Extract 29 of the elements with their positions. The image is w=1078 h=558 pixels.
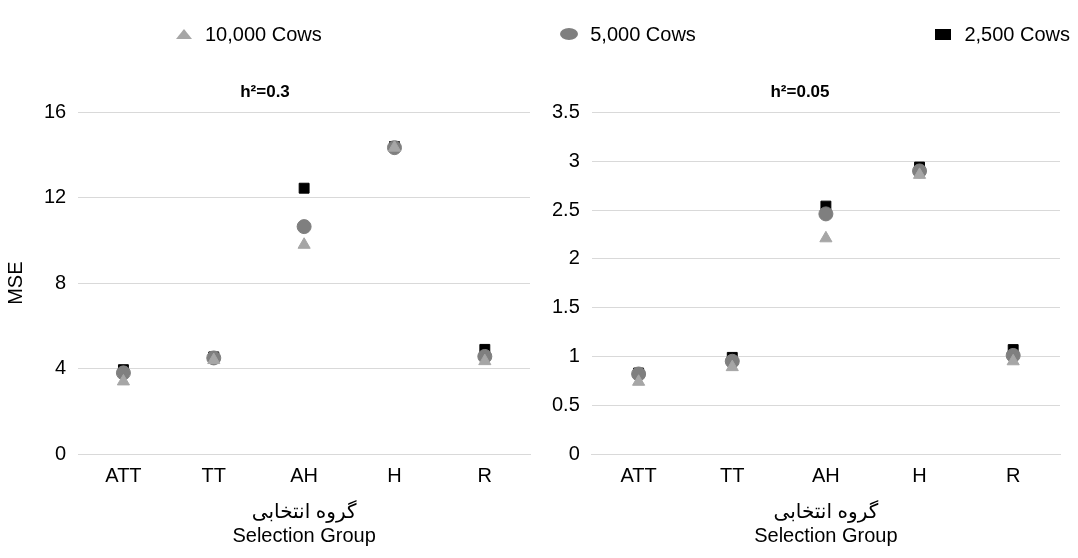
y-tick-label: 3: [568, 148, 580, 171]
x-tick-label: R: [477, 463, 493, 486]
y-tick-label: 0: [568, 441, 580, 464]
y-tick-label: 2: [568, 246, 580, 269]
x-tick-label: H: [912, 463, 927, 486]
x-tick-label: AH: [290, 463, 319, 486]
x-tick-label: R: [1005, 463, 1021, 486]
y-tick-label: 16: [44, 99, 67, 122]
x-tick-label: AH: [812, 463, 840, 486]
y-tick-label: 4: [55, 356, 67, 379]
y-tick-label: 1.5: [551, 295, 580, 318]
x-tick-label: TT: [720, 463, 745, 486]
y-tick-label: 12: [44, 185, 67, 208]
legend-label: 2,500 Cows: [964, 22, 1070, 46]
x-tick-label: ATT: [105, 463, 142, 486]
x-tick-label: H: [387, 463, 402, 486]
y-axis-title: MSE: [3, 261, 26, 305]
legend-label: 10,000 Cows: [205, 22, 322, 46]
y-tick-label: 1: [568, 343, 580, 366]
chart-title: h²=0.3: [240, 81, 290, 101]
y-tick-label: 0: [55, 441, 67, 464]
y-tick-label: 3.5: [551, 99, 580, 122]
x-tick-label: ATT: [620, 463, 657, 486]
y-tick-label: 2.5: [551, 197, 580, 220]
legend-label: 5,000 Cows: [590, 22, 696, 46]
y-tick-label: 8: [55, 270, 67, 293]
y-tick-label: 0.5: [551, 392, 580, 415]
x-tick-label: TT: [201, 463, 226, 486]
chart-title: h²=0.05: [770, 81, 830, 101]
